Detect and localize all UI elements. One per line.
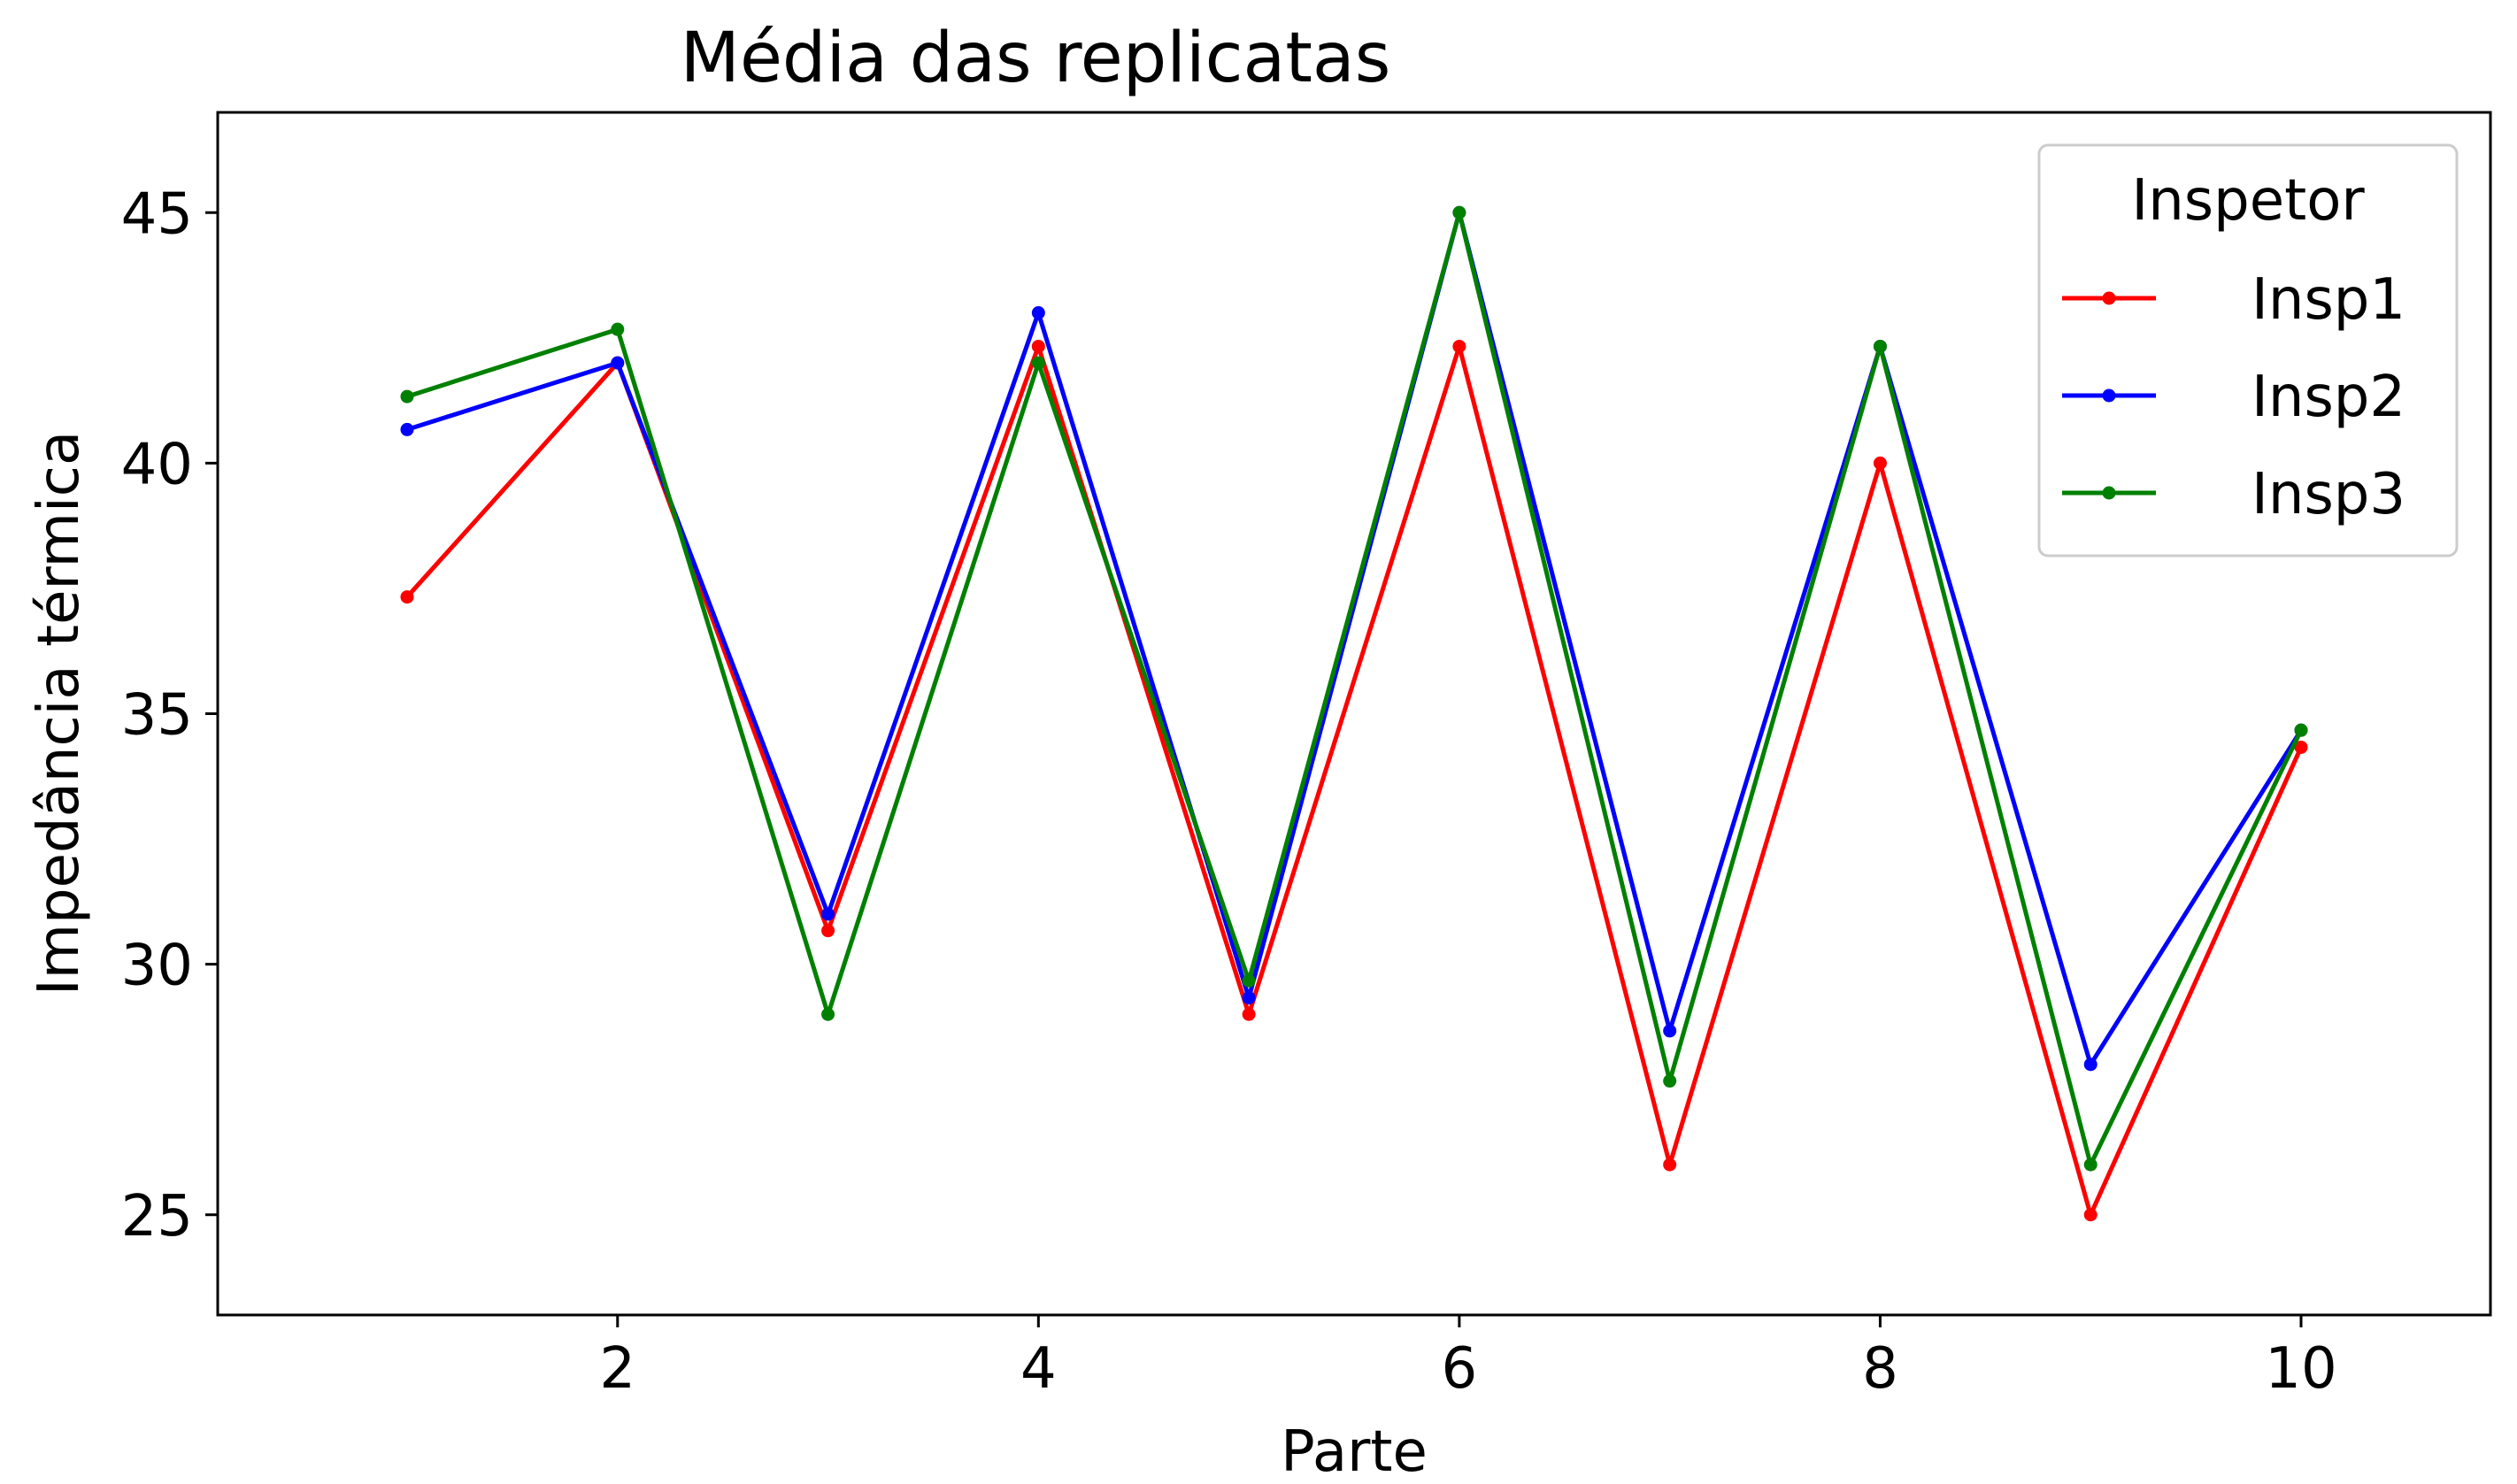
legend-marker-insp1 — [2102, 291, 2116, 305]
legend-label-insp2: Insp2 — [2251, 365, 2405, 430]
legend-entry-insp2: Insp2 — [2062, 365, 2405, 430]
x-tick-label: 10 — [2265, 1336, 2336, 1402]
y-tick-label: 40 — [121, 432, 193, 497]
data-point-insp2 — [2083, 1057, 2098, 1072]
x-tick-label: 4 — [1020, 1336, 1057, 1402]
data-point-insp3 — [1873, 339, 1887, 353]
data-point-insp3 — [1452, 205, 1466, 219]
legend: Inspetor Insp1 Insp2 Insp3 — [2037, 143, 2459, 557]
data-point-insp3 — [1663, 1074, 1677, 1088]
data-point-insp2 — [611, 356, 625, 370]
legend-title: Inspetor — [2131, 168, 2365, 234]
x-tick-label: 6 — [1442, 1336, 1478, 1402]
data-point-insp2 — [1242, 991, 1256, 1005]
y-tick-label: 45 — [121, 181, 193, 247]
data-point-insp1 — [1663, 1157, 1677, 1172]
data-point-insp3 — [1242, 973, 1256, 988]
data-point-insp3 — [1031, 356, 1045, 370]
series-insp3 — [400, 205, 2308, 1172]
data-point-insp1 — [2083, 1208, 2098, 1222]
data-point-insp1 — [1452, 339, 1466, 353]
data-point-insp3 — [2294, 723, 2308, 737]
legend-label-insp3: Insp3 — [2251, 462, 2405, 527]
legend-entries: Insp1 Insp2 Insp3 — [2062, 267, 2405, 527]
data-point-insp2 — [821, 907, 835, 921]
y-tick-label: 30 — [121, 934, 193, 999]
series-layer — [400, 205, 2308, 1222]
data-point-insp2 — [400, 422, 414, 436]
legend-entry-insp1: Insp1 — [2062, 267, 2405, 333]
series-line-insp1 — [405, 343, 2304, 1218]
data-point-insp1 — [1031, 339, 1045, 353]
y-tick-label: 25 — [121, 1184, 193, 1249]
data-point-insp1 — [1873, 456, 1887, 470]
legend-frame — [2037, 143, 2459, 557]
x-tick-label: 2 — [599, 1336, 635, 1402]
data-point-insp3 — [400, 389, 414, 404]
data-point-insp1 — [821, 924, 835, 938]
chart-title: Média das replicatas — [681, 19, 1391, 98]
legend-marker-insp3 — [2102, 486, 2116, 500]
data-point-insp3 — [821, 1007, 835, 1021]
x-axis: 2 4 6 8 10 — [599, 1315, 2337, 1402]
series-line-insp3 — [406, 210, 2304, 1167]
data-point-insp3 — [611, 322, 625, 336]
data-point-insp1 — [400, 590, 414, 604]
data-point-insp3 — [2083, 1157, 2098, 1172]
legend-marker-insp2 — [2102, 388, 2116, 403]
data-point-insp2 — [1663, 1024, 1677, 1038]
data-point-insp1 — [2294, 740, 2308, 754]
legend-label-insp1: Insp1 — [2251, 267, 2405, 333]
y-axis: 25 30 35 40 45 — [121, 181, 218, 1249]
x-tick-label: 8 — [1862, 1336, 1898, 1402]
y-tick-label: 35 — [121, 683, 193, 749]
legend-entry-insp3: Insp3 — [2062, 462, 2405, 527]
y-axis-label: Impedância térmica — [27, 431, 92, 996]
series-line-insp2 — [406, 210, 2304, 1067]
data-point-insp2 — [1031, 306, 1045, 319]
x-axis-label: Parte — [1281, 1419, 1428, 1484]
data-point-insp1 — [1242, 1007, 1256, 1021]
